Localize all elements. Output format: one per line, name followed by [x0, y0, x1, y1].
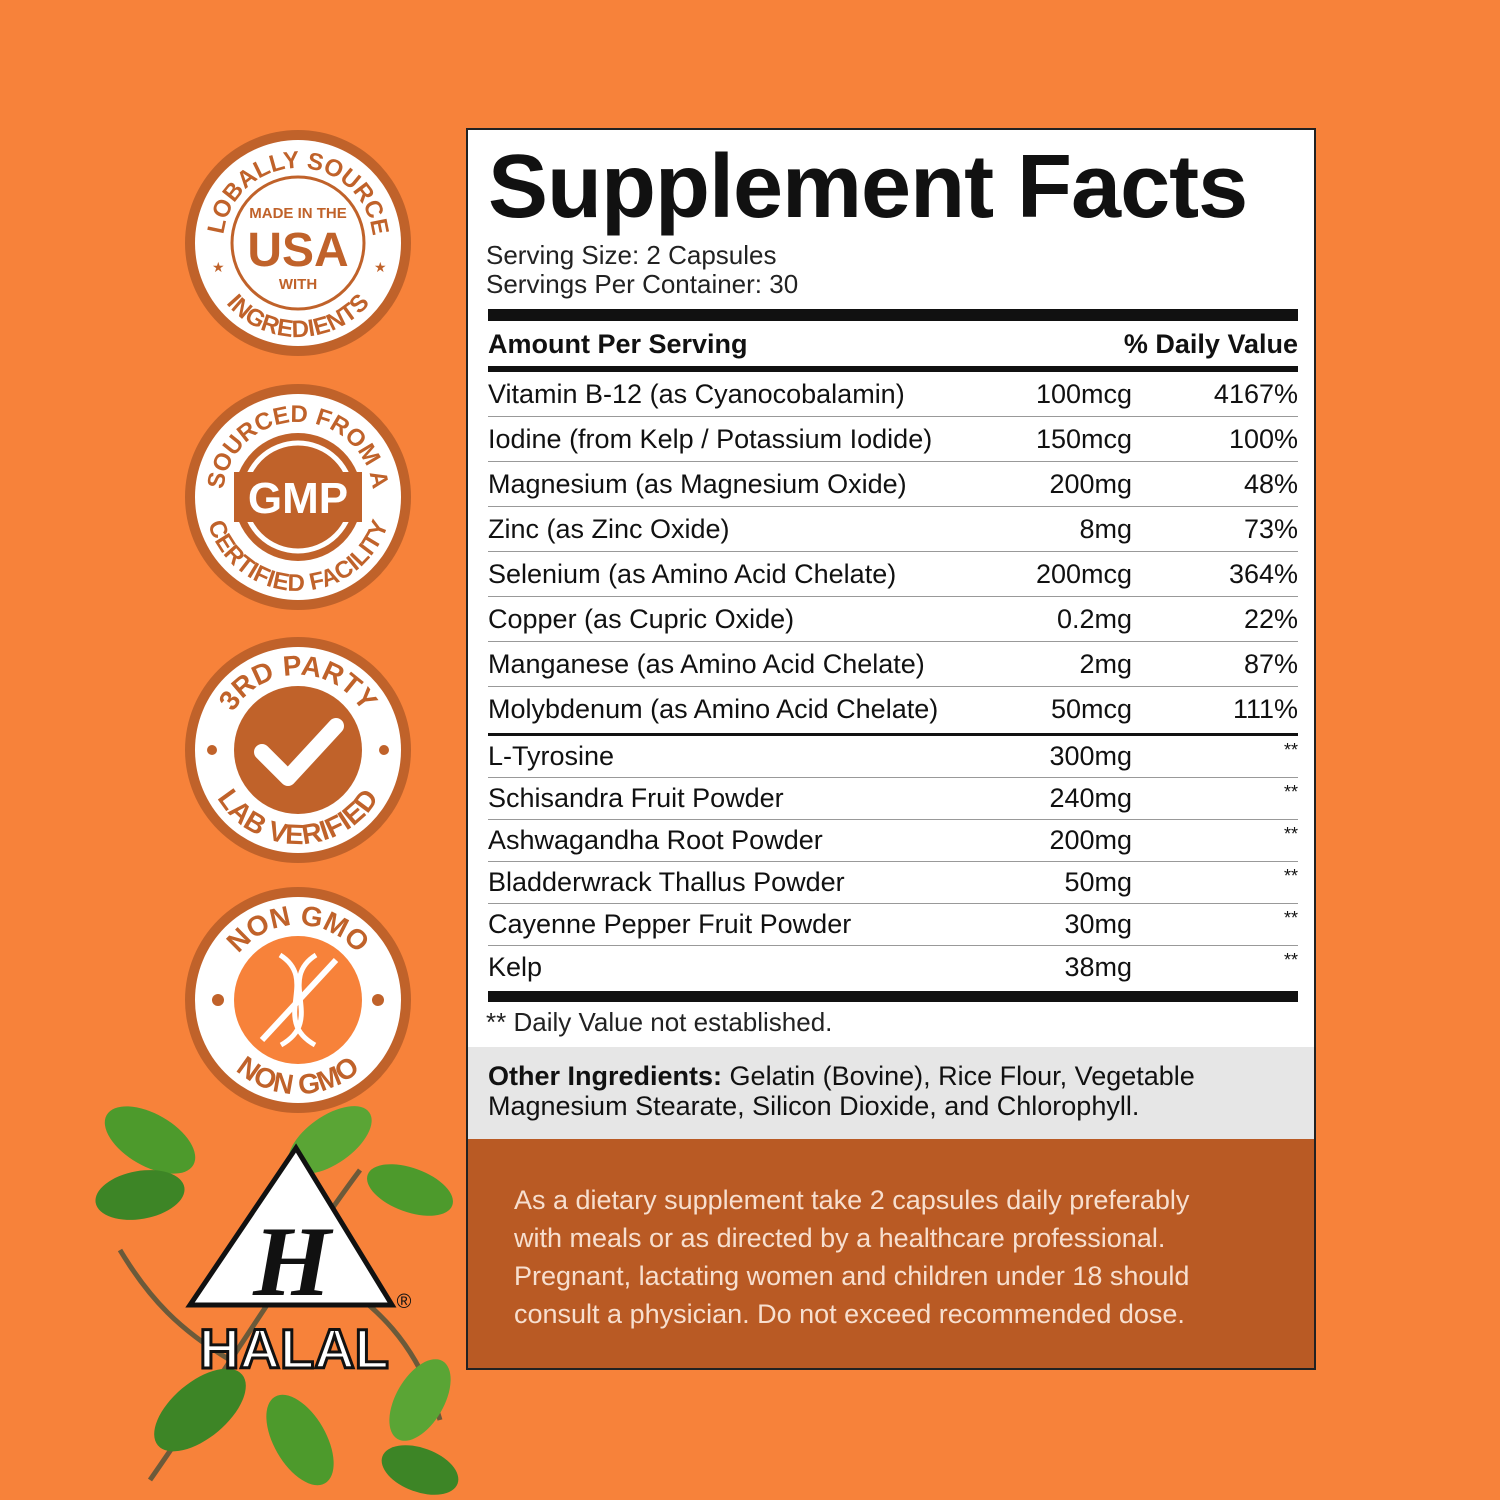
nutrient-name: Magnesium (as Magnesium Oxide) [488, 468, 907, 499]
other-ingredients: Other Ingredients: Gelatin (Bovine), Ric… [468, 1047, 1314, 1139]
amount: 50mg [1064, 867, 1132, 897]
amount: 50mcg [1050, 694, 1132, 724]
servings-per-container: Servings Per Container: 30 [486, 269, 799, 299]
badge-lab: 3RD PARTY LAB VERIFIED [185, 637, 411, 863]
facts-row: Manganese (as Amino Acid Chelate) 2mg 87% [488, 642, 1298, 687]
badge-line: MADE IN THE [249, 205, 347, 222]
facts-row: Vitamin B-12 (as Cyanocobalamin) 100mcg 41… [488, 372, 1298, 417]
facts-title: Supplement Facts [488, 137, 1248, 237]
nutrient-name: L-Tyrosine [488, 741, 615, 771]
nutrient-name: Zinc (as Zinc Oxide) [488, 513, 730, 544]
amount: 300mg [1049, 741, 1132, 771]
rule [488, 733, 1298, 736]
other-label: Other Ingredients: [488, 1061, 723, 1091]
nutrient-name: Schisandra Fruit Powder [488, 783, 784, 813]
facts-row: Kelp 38mg ** [488, 946, 1298, 988]
halal-letter: H [252, 1206, 334, 1317]
amount: 200mg [1049, 468, 1132, 499]
direction-line: As a dietary supplement take 2 capsules … [514, 1185, 1190, 1215]
daily-value: 22% [1243, 603, 1298, 634]
header-amount: Amount Per Serving [488, 329, 748, 359]
amount: 0.2mg [1056, 603, 1132, 634]
footnote: ** Daily Value not established. [486, 1007, 833, 1037]
nutrient-name: Selenium (as Amino Acid Chelate) [488, 558, 897, 589]
badge-gmp: SOURCED FROM A CERTIFIED FACILITY GMP [185, 384, 411, 610]
badge-line: USA [247, 224, 348, 277]
amount: 240mg [1049, 783, 1132, 813]
facts-row: Molybdenum (as Amino Acid Chelate) 50mcg 1… [488, 687, 1298, 732]
amount: 2mg [1079, 648, 1132, 679]
header-dv: % Daily Value [1123, 329, 1298, 359]
rule [488, 309, 1298, 321]
amount: 200mcg [1035, 558, 1132, 589]
svg-text:★: ★ [374, 259, 387, 275]
facts-row: Cayenne Pepper Fruit Powder 30mg ** [488, 904, 1298, 946]
daily-value: ** [1283, 824, 1298, 844]
halal-logo: H HALAL ® [185, 1143, 412, 1382]
facts-row: Selenium (as Amino Acid Chelate) 200mcg 36… [488, 552, 1298, 597]
direction-line: Pregnant, lactating women and children u… [514, 1261, 1190, 1291]
daily-value: 100% [1228, 423, 1298, 454]
other-text: Gelatin (Bovine), Rice Flour, Vegetable … [488, 1061, 1195, 1121]
daily-value: ** [1283, 950, 1298, 970]
daily-value: ** [1283, 740, 1298, 760]
facts-row: Schisandra Fruit Powder 240mg ** [488, 778, 1298, 820]
directions: As a dietary supplement take 2 capsules … [468, 1139, 1314, 1368]
svg-text:★: ★ [212, 259, 225, 275]
facts-row: L-Tyrosine 300mg ** [488, 736, 1298, 778]
halal-label: HALAL [199, 1317, 389, 1380]
daily-value: ** [1283, 866, 1298, 886]
daily-value: 111% [1232, 694, 1298, 724]
daily-value: 48% [1243, 468, 1298, 499]
amount: 8mg [1079, 513, 1132, 544]
leaves [95, 1106, 459, 1495]
supplement-facts-panel: Supplement Facts Serving Size: 2 Capsule… [466, 128, 1316, 1370]
facts-row: Bladderwrack Thallus Powder 50mg ** [488, 862, 1298, 904]
nutrient-name: Ashwagandha Root Powder [488, 825, 823, 855]
serving-size: Serving Size: 2 Capsules [486, 240, 777, 270]
nutrient-name: Kelp [488, 951, 543, 982]
rule [488, 366, 1298, 372]
amount: 30mg [1064, 909, 1132, 939]
facts-row: Magnesium (as Magnesium Oxide) 200mg 48% [488, 462, 1298, 507]
nutrient-name: Iodine (from Kelp / Potassium Iodide) [488, 423, 933, 454]
badge-center: GMP [248, 474, 348, 523]
amount: 200mg [1049, 825, 1132, 855]
daily-value: ** [1283, 782, 1298, 802]
nutrient-name: Cayenne Pepper Fruit Powder [488, 909, 852, 939]
amount: 150mcg [1035, 423, 1132, 454]
nutrient-name: Manganese (as Amino Acid Chelate) [488, 648, 925, 679]
nutrient-name: Vitamin B-12 (as Cyanocobalamin) [488, 378, 905, 409]
direction-line: with meals or as directed by a healthcar… [514, 1223, 1166, 1253]
rule [488, 991, 1298, 1002]
daily-value: ** [1283, 908, 1298, 928]
badge-non-gmo: NON GMO NON GMO [185, 887, 411, 1113]
facts-row: Copper (as Cupric Oxide) 0.2mg 22% [488, 597, 1298, 642]
header-row: Amount Per Serving % Daily Value [488, 323, 1298, 366]
badges-art: GLOBALLY SOURCED INGREDIENTS MADE IN THE… [0, 0, 459, 1495]
direction-line: consult a physician. Do not exceed recom… [514, 1299, 1185, 1329]
amount: 38mg [1064, 951, 1132, 982]
facts-row: Ashwagandha Root Powder 200mg ** [488, 820, 1298, 862]
badge-line: WITH [279, 276, 317, 293]
nutrient-name: Molybdenum (as Amino Acid Chelate) [488, 694, 939, 724]
facts-row: Iodine (from Kelp / Potassium Iodide) 150… [488, 417, 1298, 462]
nutrient-name: Copper (as Cupric Oxide) [488, 603, 795, 634]
daily-value: 73% [1243, 513, 1298, 544]
nutrient-name: Bladderwrack Thallus Powder [488, 867, 845, 897]
registered-mark: ® [397, 1291, 412, 1313]
amount: 100mcg [1035, 378, 1132, 409]
daily-value: 364% [1228, 558, 1298, 589]
daily-value: 4167% [1213, 378, 1298, 409]
badge-usa: GLOBALLY SOURCED INGREDIENTS MADE IN THE… [0, 0, 411, 356]
facts-row: Zinc (as Zinc Oxide) 8mg 73% [488, 507, 1298, 552]
daily-value: 87% [1243, 648, 1298, 679]
